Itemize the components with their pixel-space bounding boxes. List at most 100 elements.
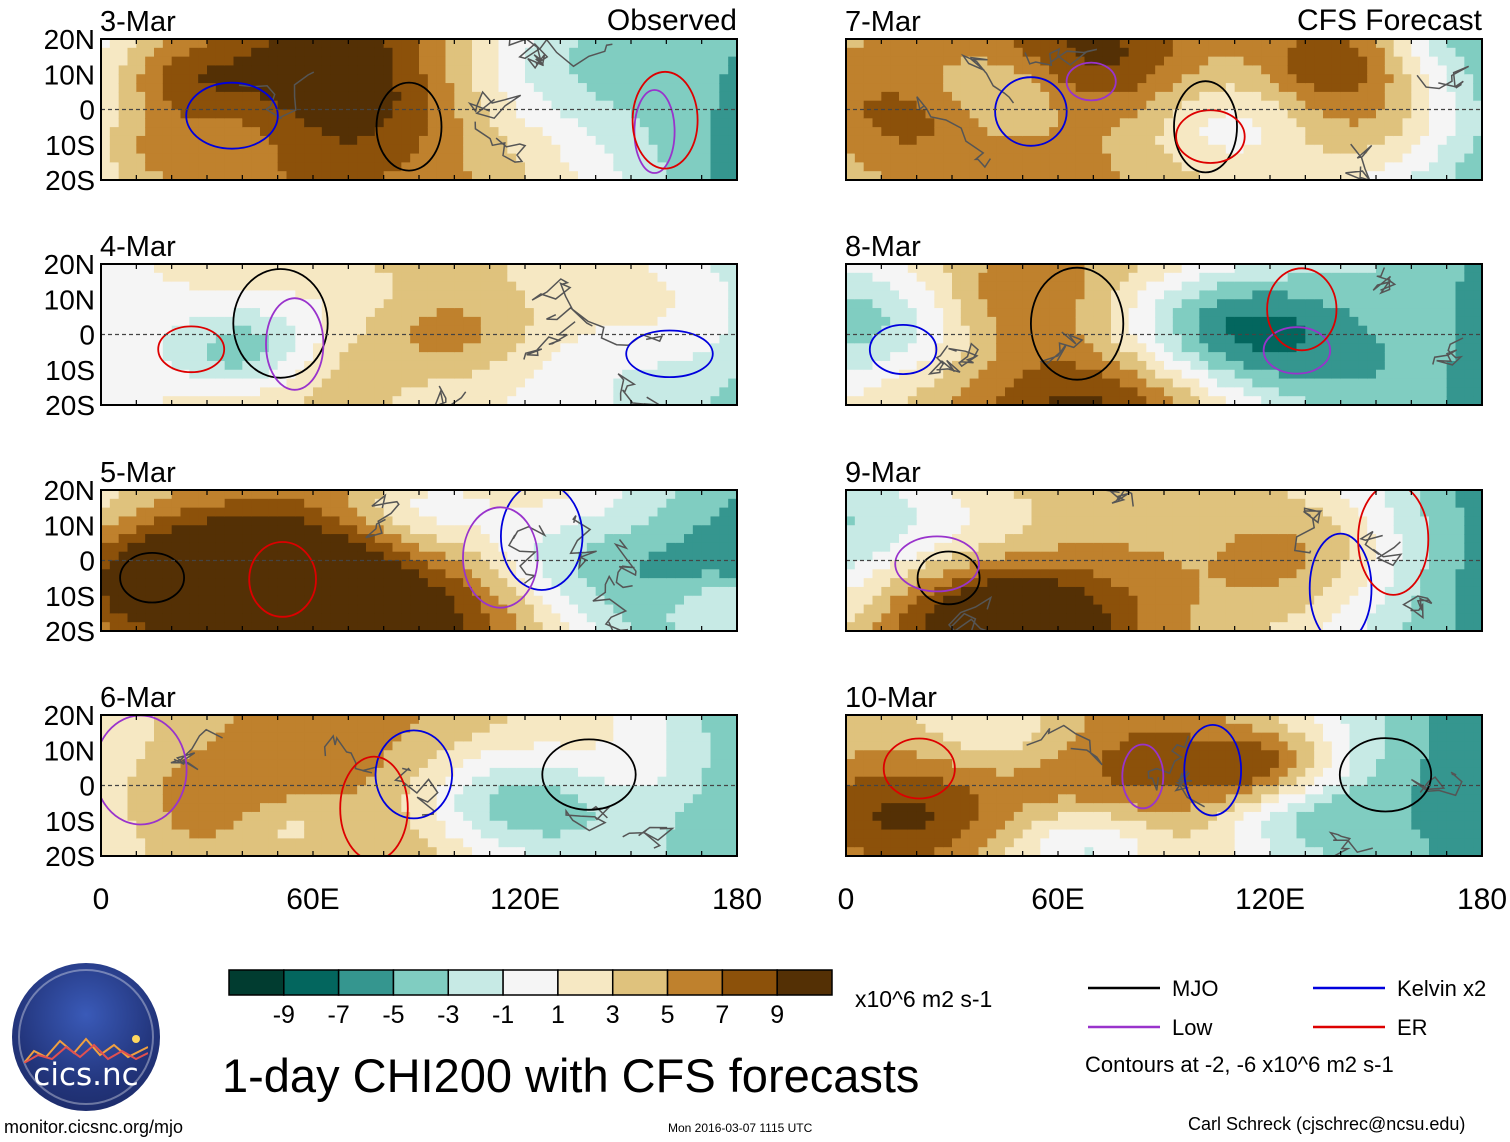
field-cell [507, 498, 517, 509]
field-cell [198, 343, 208, 353]
field-cell [286, 135, 296, 146]
field-cell [507, 74, 517, 84]
field-cell [339, 767, 349, 778]
field-cell [604, 162, 614, 172]
field-cell [604, 378, 614, 388]
field-cell [648, 162, 659, 172]
field-cell [118, 74, 129, 84]
field-cell [604, 498, 614, 509]
field-cell [330, 767, 341, 778]
field-cell [215, 551, 226, 562]
field-cell [648, 316, 659, 327]
field-cell [916, 39, 927, 49]
field-cell [445, 750, 455, 760]
field-cell [277, 838, 288, 848]
field-cell [198, 65, 208, 75]
field-cell [207, 595, 217, 606]
field-cell [348, 785, 358, 795]
field-cell [118, 290, 129, 300]
field-cell [242, 109, 252, 119]
field-cell [401, 153, 411, 163]
field-cell [631, 803, 641, 813]
field-cell [410, 144, 420, 155]
field-cell [233, 387, 243, 397]
field-cell [692, 91, 703, 102]
field-cell [445, 542, 455, 553]
field-cell [419, 162, 429, 172]
field-cell [180, 65, 190, 75]
field-cell [551, 622, 561, 631]
field-cell [489, 144, 500, 155]
field-cell [145, 542, 155, 553]
field-cell [595, 343, 606, 353]
field-cell [507, 838, 517, 848]
field-cell [427, 741, 438, 751]
field-cell [339, 153, 349, 163]
field-cell [268, 741, 279, 751]
field-cell [710, 264, 720, 274]
field-cell [171, 109, 182, 119]
field-cell [101, 343, 111, 353]
field-cell [330, 534, 341, 544]
field-cell [657, 316, 667, 327]
field-cell [304, 820, 314, 831]
field-cell [498, 613, 508, 623]
field-cell [489, 378, 500, 388]
field-cell [383, 613, 394, 623]
field-cell [631, 560, 641, 570]
field-cell [525, 516, 535, 526]
field-cell [560, 776, 570, 787]
field-cell [675, 65, 685, 75]
field-cell [542, 343, 553, 353]
field-cell [109, 387, 120, 397]
field-cell [101, 498, 111, 509]
field-cell [251, 144, 261, 155]
field-cell [533, 586, 544, 597]
field-cell [277, 829, 288, 839]
field-cell [215, 507, 226, 518]
field-cell [657, 750, 667, 760]
field-cell [171, 299, 182, 309]
field-cell [507, 144, 517, 155]
field-cell [551, 343, 561, 353]
field-cell [872, 127, 882, 137]
field-cell [260, 109, 270, 119]
field-cell [136, 264, 146, 274]
field-cell [180, 551, 190, 562]
field-cell [286, 542, 296, 553]
field-cell [684, 560, 694, 570]
field-cell [657, 847, 667, 856]
field-cell [109, 334, 120, 344]
field-cell [542, 118, 553, 128]
field-cell [127, 308, 137, 318]
field-cell [207, 767, 217, 778]
field-cell [392, 153, 402, 163]
field-cell [701, 803, 712, 813]
field-cell [551, 135, 561, 146]
field-cell [215, 767, 226, 778]
field-cell [578, 325, 588, 336]
field-cell [666, 135, 676, 146]
field-cell [846, 171, 856, 180]
field-cell [525, 715, 535, 725]
field-cell [189, 100, 199, 111]
field-cell [613, 352, 623, 362]
field-cell [392, 604, 402, 614]
field-cell [101, 767, 111, 778]
field-cell [525, 490, 535, 500]
field-cell [569, 91, 579, 102]
field-cell [304, 785, 314, 795]
field-cell [101, 118, 111, 128]
field-cell [410, 153, 420, 163]
field-cell [136, 741, 146, 751]
field-cell [542, 352, 553, 362]
field-cell [657, 91, 667, 102]
field-cell [569, 715, 579, 725]
field-cell [268, 732, 279, 743]
field-cell [268, 847, 279, 856]
field-cell [339, 387, 349, 397]
field-cell [233, 838, 243, 848]
field-cell [101, 378, 111, 388]
field-cell [542, 135, 553, 146]
field-cell [295, 829, 305, 839]
